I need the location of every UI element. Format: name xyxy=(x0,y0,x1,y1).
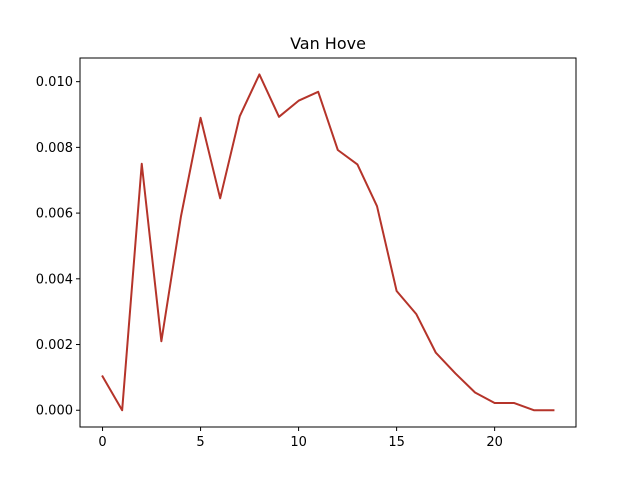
y-tick-label: 0.000 xyxy=(36,404,73,419)
x-tick-label: 15 xyxy=(388,435,405,450)
y-tick-label: 0.008 xyxy=(36,141,73,156)
y-axis-ticks: 0.000 0.002 0.004 0.006 0.008 0.010 xyxy=(36,75,80,419)
x-tick-label: 10 xyxy=(290,435,307,450)
y-tick-label: 0.010 xyxy=(36,75,73,90)
y-tick-label: 0.006 xyxy=(36,207,73,222)
x-axis-ticks: 0 5 10 15 20 xyxy=(98,427,503,450)
chart-title: Van Hove xyxy=(290,34,366,53)
plot-frame xyxy=(79,57,577,428)
y-tick-label: 0.002 xyxy=(36,338,73,353)
x-tick-label: 5 xyxy=(196,435,204,450)
x-tick-label: 20 xyxy=(486,435,503,450)
series-line xyxy=(101,73,555,412)
x-tick-label: 0 xyxy=(98,435,106,450)
y-tick-label: 0.004 xyxy=(36,272,73,287)
plot-lines xyxy=(101,73,555,412)
